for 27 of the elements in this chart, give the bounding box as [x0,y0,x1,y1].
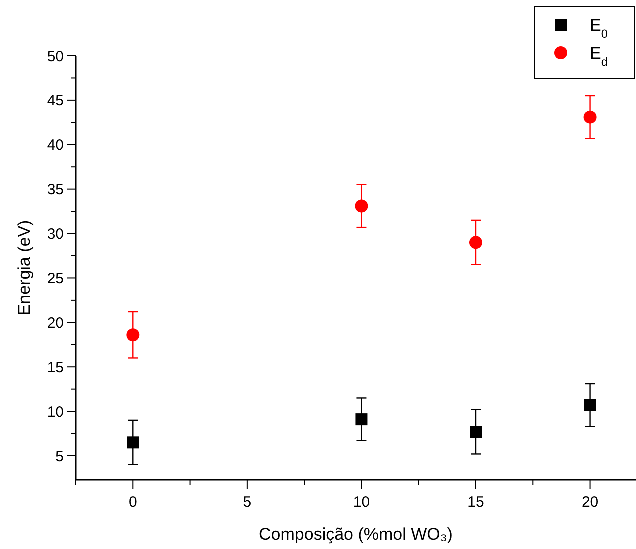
y-tick-label: 10 [47,404,64,421]
x-tick-label: 10 [353,494,370,511]
point [584,399,596,412]
x-tick-label: 15 [468,494,484,511]
x-tick-label: 5 [243,494,252,511]
y-tick-label: 50 [47,48,64,66]
y-tick-label: 30 [47,226,64,244]
point [355,200,368,213]
x-tick-label: 0 [128,494,138,511]
point [356,414,368,426]
y-tick-label: 35 [47,182,64,199]
point [126,328,140,342]
point [127,436,140,449]
point [470,236,482,250]
y-axis-title: Energia (eV) [15,220,34,316]
y-tick-label: 25 [47,270,64,288]
y-tick-label: 45 [47,92,64,110]
point [470,426,482,438]
x-axis-title: Composição (%mol WO₃) [259,525,453,544]
point [584,110,597,124]
x-tick-label: 20 [582,494,599,511]
y-tick-label: 20 [47,314,64,332]
y-tick-label: 15 [47,359,64,376]
y-tick-label: 5 [56,448,64,466]
legend-label: E$_{d}$ [590,44,608,69]
y-tick-label: 40 [47,137,64,154]
legend-label: E$_{0}$ [590,16,608,41]
